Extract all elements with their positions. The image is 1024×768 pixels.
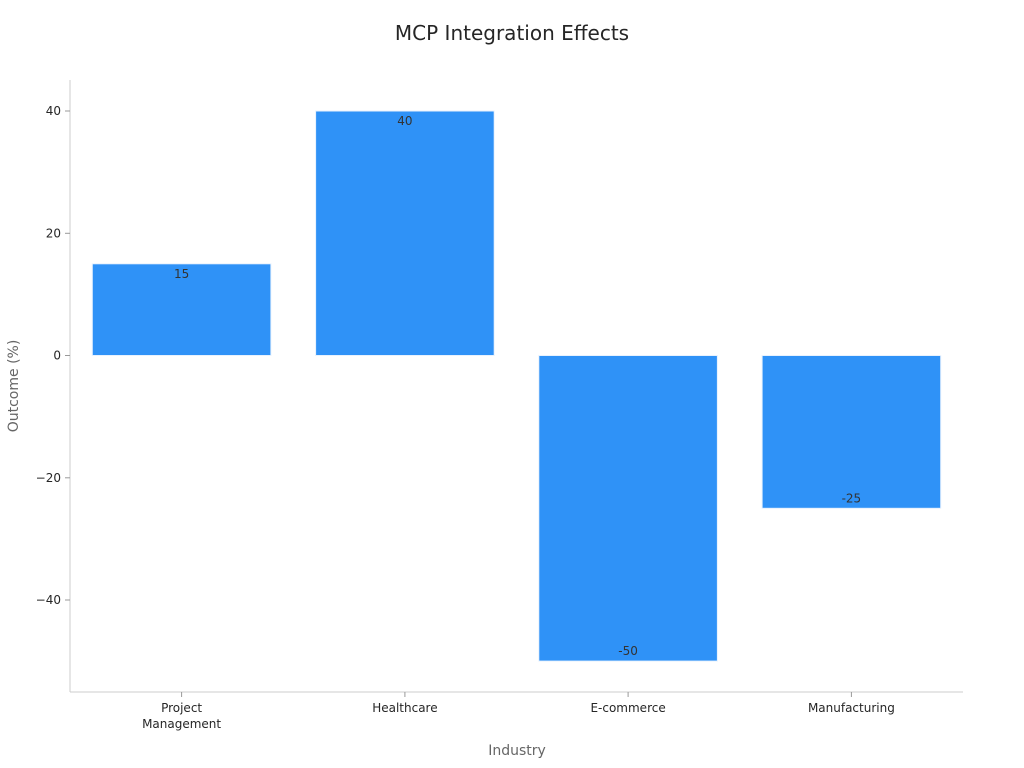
chart-title: MCP Integration Effects — [395, 21, 629, 45]
data-label-manufacturing: -25 — [842, 491, 862, 505]
bar-e-commerce — [538, 355, 718, 662]
bar-project-management — [91, 263, 272, 356]
data-label-project-management: 15 — [174, 267, 189, 281]
x-ticks-group: Project Management Healthcare E-commerce Man… — [142, 692, 895, 731]
x-tick-label-project-management: Project Management — [142, 701, 221, 731]
data-labels-group: 15 40 -50 -25 — [174, 114, 861, 658]
y-tick-label: −40 — [36, 593, 61, 607]
data-label-healthcare: 40 — [397, 114, 412, 128]
y-tick-label: 0 — [53, 349, 61, 363]
x-tick-label-healthcare: Healthcare — [372, 701, 437, 715]
y-tick-label: 20 — [46, 226, 61, 240]
bar-healthcare — [315, 110, 495, 356]
bar-manufacturing — [761, 355, 942, 509]
y-ticks-group: −40 −20 0 20 40 — [36, 104, 70, 607]
y-axis-label: Outcome (%) — [6, 340, 22, 433]
bars-group — [91, 110, 942, 662]
y-tick-label: 40 — [46, 104, 61, 118]
data-label-e-commerce: -50 — [618, 644, 638, 658]
x-tick-label-e-commerce: E-commerce — [590, 701, 665, 715]
x-axis-label: Industry — [488, 743, 546, 759]
x-tick-label-manufacturing: Manufacturing — [808, 701, 895, 715]
y-tick-label: −20 — [36, 471, 61, 485]
